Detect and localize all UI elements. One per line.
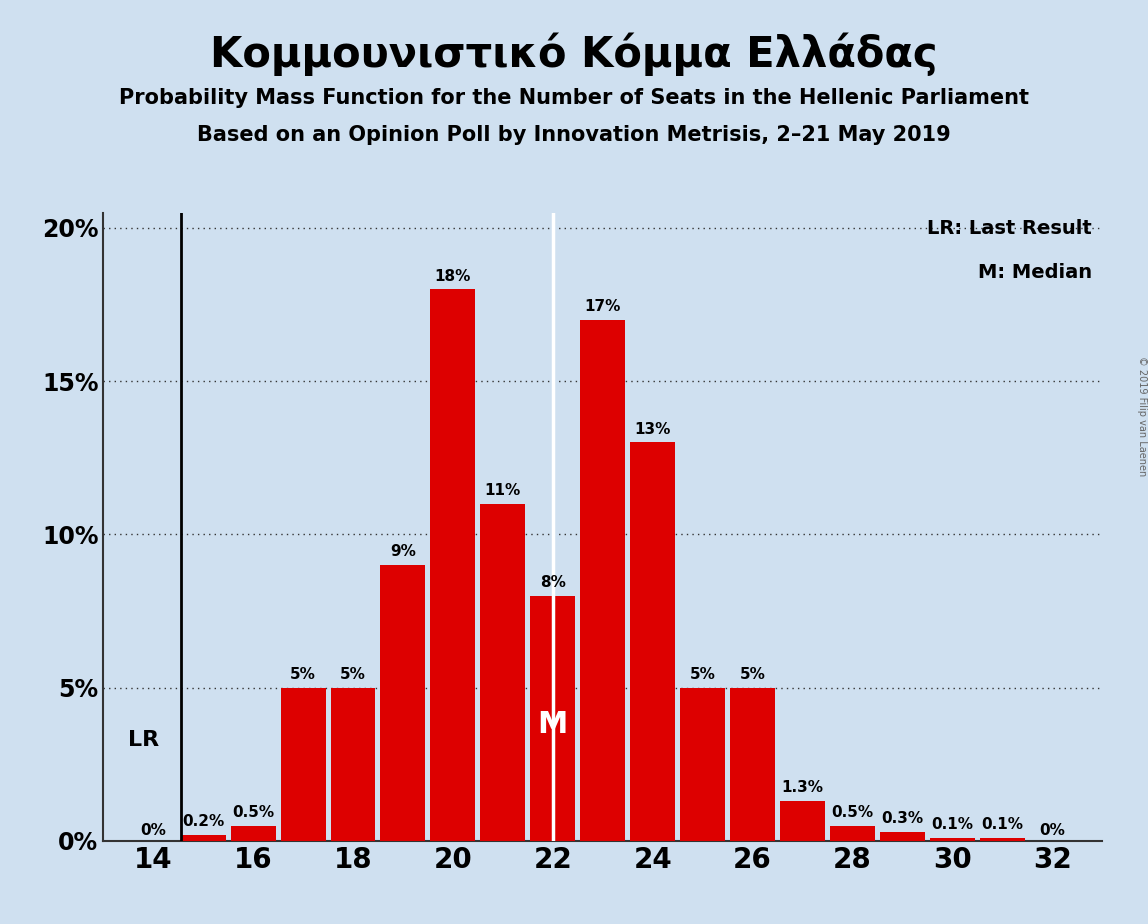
Bar	[380, 565, 426, 841]
Bar	[830, 825, 875, 841]
Bar	[879, 832, 925, 841]
Bar	[930, 838, 975, 841]
Bar	[580, 320, 626, 841]
Bar	[331, 687, 375, 841]
Text: 5%: 5%	[690, 667, 715, 682]
Text: 5%: 5%	[290, 667, 316, 682]
Text: 0.3%: 0.3%	[882, 811, 923, 826]
Text: Probability Mass Function for the Number of Seats in the Hellenic Parliament: Probability Mass Function for the Number…	[119, 88, 1029, 108]
Bar	[530, 596, 575, 841]
Text: 13%: 13%	[635, 422, 670, 437]
Text: 0.2%: 0.2%	[183, 814, 224, 829]
Text: 9%: 9%	[390, 544, 416, 559]
Text: 17%: 17%	[584, 299, 621, 314]
Bar	[630, 443, 675, 841]
Text: 5%: 5%	[739, 667, 766, 682]
Text: 11%: 11%	[484, 483, 521, 498]
Text: M: Median: M: Median	[978, 262, 1092, 282]
Text: 0.5%: 0.5%	[831, 805, 874, 820]
Text: M: M	[537, 710, 568, 739]
Text: 8%: 8%	[540, 575, 566, 590]
Bar	[779, 801, 825, 841]
Text: 0.1%: 0.1%	[982, 817, 1023, 833]
Text: 18%: 18%	[435, 269, 471, 284]
Text: 5%: 5%	[340, 667, 366, 682]
Bar	[680, 687, 726, 841]
Bar	[480, 504, 526, 841]
Bar	[280, 687, 326, 841]
Text: Based on an Opinion Poll by Innovation Metrisis, 2–21 May 2019: Based on an Opinion Poll by Innovation M…	[197, 125, 951, 145]
Text: 0.5%: 0.5%	[232, 805, 274, 820]
Text: 0.1%: 0.1%	[931, 817, 974, 833]
Text: LR: LR	[129, 730, 160, 749]
Text: 0%: 0%	[140, 822, 166, 838]
Text: © 2019 Filip van Laenen: © 2019 Filip van Laenen	[1138, 356, 1147, 476]
Bar	[180, 834, 226, 841]
Bar	[730, 687, 775, 841]
Bar	[231, 825, 276, 841]
Bar	[430, 289, 475, 841]
Text: 0%: 0%	[1039, 822, 1065, 838]
Bar	[979, 838, 1025, 841]
Text: 1.3%: 1.3%	[782, 781, 823, 796]
Text: LR: Last Result: LR: Last Result	[928, 219, 1092, 237]
Text: Κομμουνιστικό Κόμμα Ελλάδας: Κομμουνιστικό Κόμμα Ελλάδας	[210, 32, 938, 76]
